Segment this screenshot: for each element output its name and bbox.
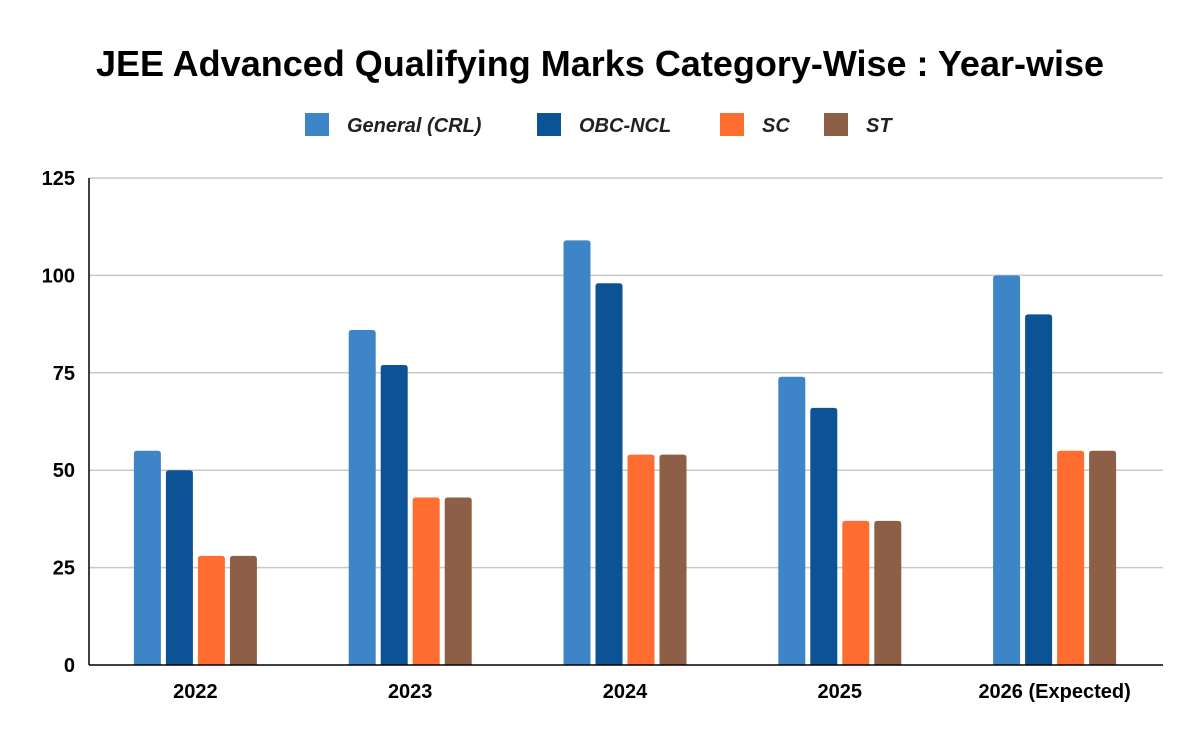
- x-tick-label: 2026 (Expected): [978, 681, 1130, 703]
- legend-item-obc-ncl: OBC-NCL: [537, 113, 671, 137]
- bar-obc-ncl-2025: [810, 407, 838, 665]
- y-tick-label: 100: [42, 265, 75, 287]
- bar-general-crl-2026-expected: [993, 275, 1021, 665]
- bar-general-crl-2022: [133, 450, 161, 665]
- legend-item-general-crl: General (CRL): [305, 113, 482, 137]
- legend-item-sc: SC: [720, 113, 790, 137]
- bar-obc-ncl-2024: [595, 283, 623, 665]
- y-tick-label: 25: [53, 558, 75, 580]
- legend-swatch: [824, 113, 848, 136]
- x-tick-label: 2025: [818, 681, 863, 703]
- y-axis-ticks: 0 25 50 75 100 125: [42, 168, 75, 677]
- x-tick-label: 2023: [388, 681, 433, 703]
- bar-sc-2024: [627, 454, 655, 665]
- bars: [133, 240, 1117, 665]
- x-axis-ticks: 2022 2023 2024 2025 2026 (Expected): [173, 681, 1131, 703]
- x-tick-label: 2024: [603, 681, 648, 703]
- bar-general-crl-2025: [778, 376, 806, 665]
- bar-st-2024: [659, 454, 687, 665]
- legend-swatch: [305, 113, 329, 136]
- bar-st-2025: [874, 520, 902, 665]
- bar-obc-ncl-2026-expected: [1025, 314, 1053, 665]
- legend-label: SC: [762, 115, 790, 137]
- bar-st-2023: [444, 497, 472, 665]
- bar-general-crl-2024: [563, 240, 591, 665]
- legend-label: OBC-NCL: [579, 115, 671, 137]
- legend-item-st: ST: [824, 113, 893, 137]
- bar-sc-2026-expected: [1057, 450, 1085, 665]
- bar-obc-ncl-2022: [165, 470, 193, 665]
- bar-st-2026-expected: [1089, 450, 1117, 665]
- bar-sc-2025: [842, 520, 870, 665]
- y-tick-label: 125: [42, 168, 75, 190]
- y-tick-label: 75: [53, 363, 75, 385]
- legend: General (CRL) OBC-NCL SC ST: [305, 113, 893, 137]
- y-tick-label: 0: [64, 655, 75, 677]
- bar-sc-2023: [412, 497, 440, 665]
- y-tick-label: 50: [53, 460, 75, 482]
- gridlines: [89, 177, 1163, 569]
- legend-swatch: [537, 113, 561, 136]
- x-tick-label: 2022: [173, 681, 218, 703]
- legend-label: General (CRL): [347, 115, 482, 137]
- legend-swatch: [720, 113, 744, 136]
- bar-obc-ncl-2023: [380, 365, 408, 665]
- bar-st-2022: [229, 555, 257, 665]
- bar-general-crl-2023: [348, 329, 376, 665]
- chart-title: JEE Advanced Qualifying Marks Category-W…: [96, 43, 1104, 84]
- legend-label: ST: [866, 115, 893, 137]
- bar-sc-2022: [197, 555, 225, 665]
